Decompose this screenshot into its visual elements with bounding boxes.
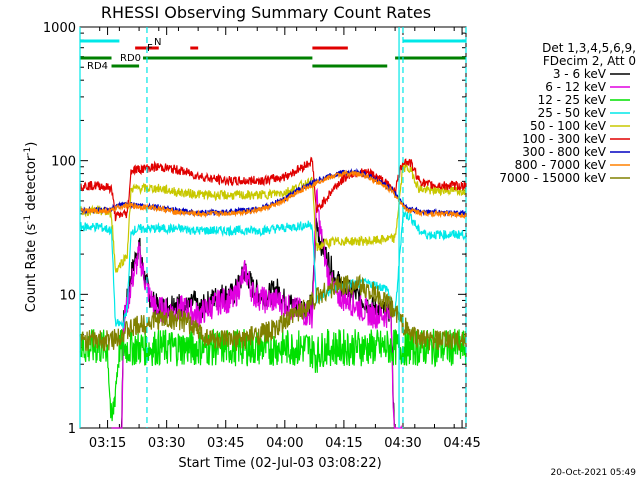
svg-text:Count Rate (s-1 detector-1): Count Rate (s-1 detector-1) (23, 142, 39, 313)
footer-date: 20-Oct-2021 05:49 (551, 468, 637, 478)
series-7000to15000keV-line (79, 273, 467, 352)
legend-entry-label: 12 - 25 keV (538, 93, 607, 107)
bar-label-rd4: RD4 (87, 61, 108, 72)
legend-entry-label: 6 - 12 keV (545, 80, 607, 94)
x-tick-label: 04:30 (384, 436, 421, 451)
legend-entry-label: 50 - 100 keV (530, 119, 607, 133)
legend-entry-label: 800 - 7000 keV (515, 158, 607, 172)
vertical-markers (79, 27, 467, 428)
series-12to25keV-line (79, 328, 467, 422)
x-tick-label: 03:45 (207, 436, 244, 451)
bar-label-n: N (154, 37, 161, 48)
series-6to12keV-line (111, 187, 403, 429)
y-axis-label-end: ) (24, 142, 39, 147)
y-axis-label-main: Count Rate (s (24, 224, 39, 313)
legend: Det 1,3,4,5,6,9,FDecim 2, Att 03 - 6 keV… (499, 41, 636, 185)
chart-title: RHESSI Observing Summary Count Rates (101, 3, 431, 22)
bar-label-rd0: RD0 (120, 53, 141, 64)
y-tick-label: 1000 (43, 21, 76, 36)
series-800to7000keV-line (79, 169, 467, 219)
y-axis-label: Count Rate (s-1 detector-1) (23, 142, 39, 313)
series-50to100keV-line (79, 163, 467, 273)
legend-entry-label: 7000 - 15000 keV (499, 171, 606, 185)
series-25to50keV-line (79, 211, 467, 329)
x-axis-label: Start Time (02-Jul-03 03:08:22) (178, 456, 381, 471)
y-axis-label-sup1: -1 (23, 215, 33, 224)
x-tick-label: 04:45 (443, 436, 480, 451)
x-tick-label: 04:15 (325, 436, 362, 451)
series-100to300keV-line (79, 156, 467, 222)
legend-entry-label: 100 - 300 keV (522, 132, 606, 146)
bar-label-f: F (147, 43, 153, 54)
status-bars: NF RD0 RD4 (80, 37, 466, 72)
x-tick-label: 04:00 (266, 436, 303, 451)
y-tick-label: 100 (51, 155, 76, 170)
x-tick-label: 03:30 (148, 436, 185, 451)
y-tick-label: 1 (68, 422, 76, 437)
series-group (79, 156, 467, 429)
y-tick-label: 10 (59, 288, 76, 303)
axes: 1 10 100 1000 03:15 03:30 03:45 04:00 04:15 04:30… (43, 21, 481, 451)
legend-header-line: FDecim 2, Att 0 (543, 54, 636, 68)
y-axis-label-mid: detector (24, 155, 39, 215)
legend-entry-label: 3 - 6 keV (553, 67, 607, 81)
x-tick-label: 03:15 (89, 436, 126, 451)
y-axis-label-sup2: -1 (23, 147, 33, 156)
legend-entry-label: 300 - 800 keV (522, 145, 606, 159)
legend-entry-label: 25 - 50 keV (538, 106, 607, 120)
legend-header-line: Det 1,3,4,5,6,9, (542, 41, 636, 55)
